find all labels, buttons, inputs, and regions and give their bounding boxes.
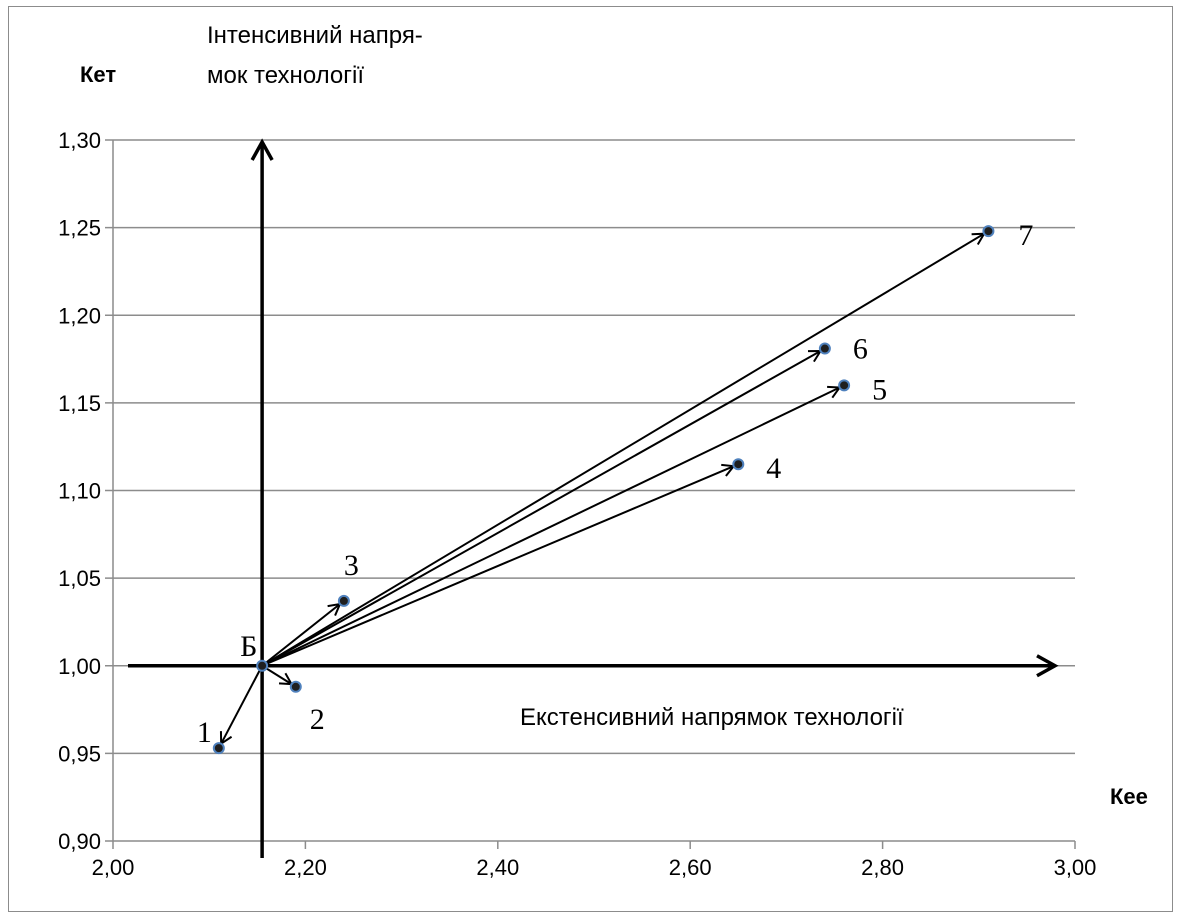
extensive-annotation: Екстенсивний напрямок технології [520,704,904,731]
y-axis-label: Кет [80,62,116,87]
y-tick-label: 1,30 [58,128,101,153]
labels: 0,90 0,95 1,00 1,05 1,10 1,15 1,20 1,25 1,30 2,00… [58,128,1096,880]
x-tick-label: 2,80 [861,855,904,880]
point-5 [838,379,851,392]
y-tick-label: 1,15 [58,391,101,416]
y-tick-label: 1,00 [58,654,101,679]
point-7 [982,225,995,238]
y-tick-label: 1,20 [58,303,101,328]
point-4 [732,458,745,471]
point-label-7: 7 [1018,219,1033,252]
point-label-6: 6 [853,333,868,366]
point-6 [818,342,831,355]
x-tick-label: 2,40 [476,855,519,880]
data-points [212,225,995,755]
point-label-1: 1 [197,716,212,749]
y-tick-label: 0,95 [58,741,101,766]
y-tick-label: 1,10 [58,479,101,504]
x-tick-label: 2,20 [284,855,327,880]
point-label-3: 3 [344,549,359,582]
gridlines [105,139,1076,849]
intensive-annotation-line1: Інтенсивний напря- [207,22,423,49]
vector-1 [221,665,263,744]
point-label-2: 2 [310,703,325,736]
point-2 [289,680,302,693]
vector-6 [261,351,820,667]
y-tick-label: 0,90 [58,829,101,854]
vector-7 [261,234,984,667]
axes [128,138,1059,858]
vector-5 [261,388,840,667]
y-tick-label: 1,05 [58,566,101,591]
point-Б [256,659,269,672]
base-point-label: Б [240,630,257,663]
y-tick-label: 1,25 [58,216,101,241]
vectors [221,234,984,744]
vector-4 [261,466,734,667]
intensive-annotation-line2: мок технології [207,62,364,89]
point-label-4: 4 [766,452,781,485]
chart-frame [8,6,1173,912]
x-tick-label: 3,00 [1054,855,1097,880]
x-tick-label: 2,60 [669,855,712,880]
x-axis-label: Кее [1110,784,1148,809]
point-label-5: 5 [872,373,887,406]
point-1 [212,742,225,755]
x-tick-label: 2,00 [92,855,135,880]
vector-3 [261,604,340,667]
point-3 [337,594,350,607]
